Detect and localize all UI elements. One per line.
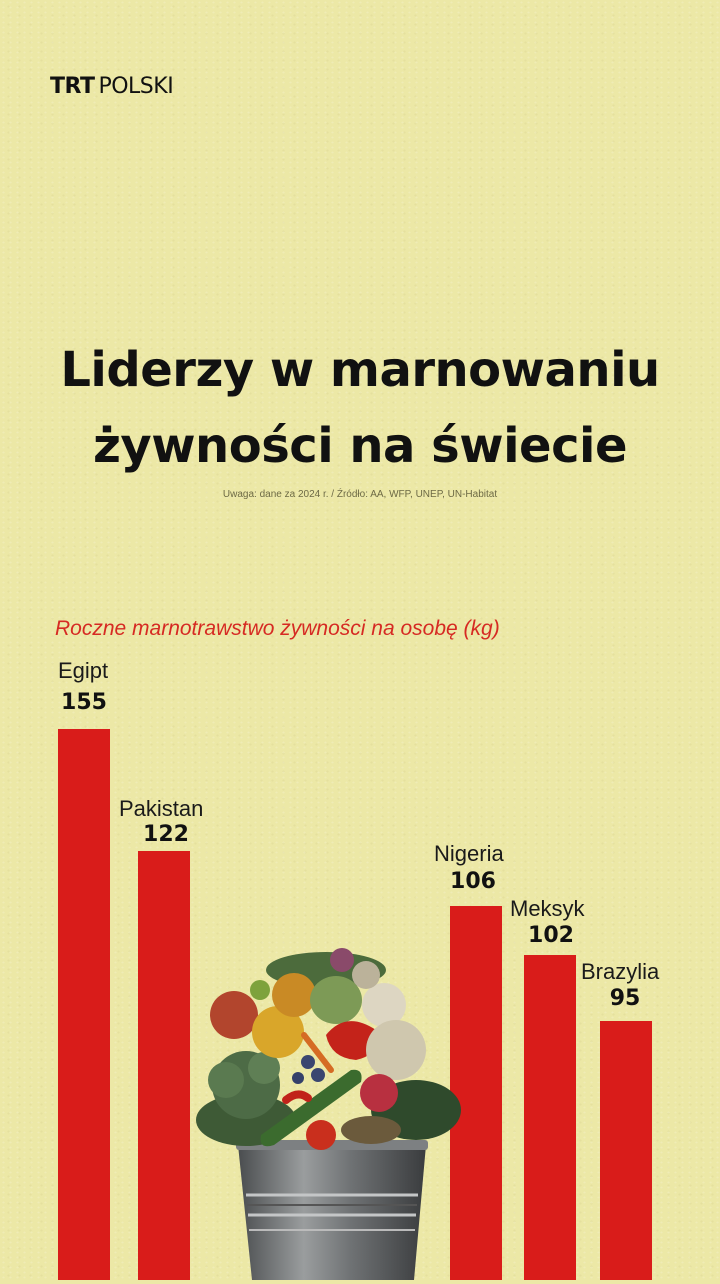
bar-value-egipt: 155: [61, 690, 107, 715]
bar-egipt: [58, 729, 110, 1280]
bar-meksyk: [524, 955, 576, 1280]
bar-value-brazylia: 95: [609, 986, 641, 1011]
title-line-2: żywności na świecie: [92, 418, 628, 474]
bar-label-meksyk: Meksyk: [510, 896, 585, 921]
page-title: Liderzy w marnowaniu żywności na świecie: [0, 332, 720, 484]
bar-label-pakistan: Pakistan: [119, 796, 204, 821]
title-line-1: Liderzy w marnowaniu: [60, 342, 660, 398]
source-note: Uwaga: dane za 2024 r. / Źródło: AA, WFP…: [222, 489, 498, 500]
bar-label-nigeria: Nigeria: [434, 841, 504, 866]
bar-value-meksyk: 102: [528, 923, 574, 948]
bar-label-egipt: Egipt: [58, 658, 109, 683]
logo-polski: POLSKI: [98, 74, 174, 99]
chart-subtitle: Roczne marnotrawstwo żywności na osobę (…: [55, 617, 500, 640]
bar-pakistan: [138, 851, 190, 1280]
bucket-of-vegetables-image: [186, 940, 476, 1280]
brand-logo: TRT POLSKI: [50, 74, 174, 99]
bar-value-nigeria: 106: [450, 869, 496, 894]
bar-nigeria: [450, 906, 502, 1280]
bar-value-pakistan: 122: [143, 822, 189, 847]
bucket-icon: [196, 948, 461, 1280]
bar-label-brazylia: Brazylia: [581, 959, 660, 984]
logo-trt: TRT: [50, 74, 95, 99]
bar-brazylia: [600, 1021, 652, 1280]
